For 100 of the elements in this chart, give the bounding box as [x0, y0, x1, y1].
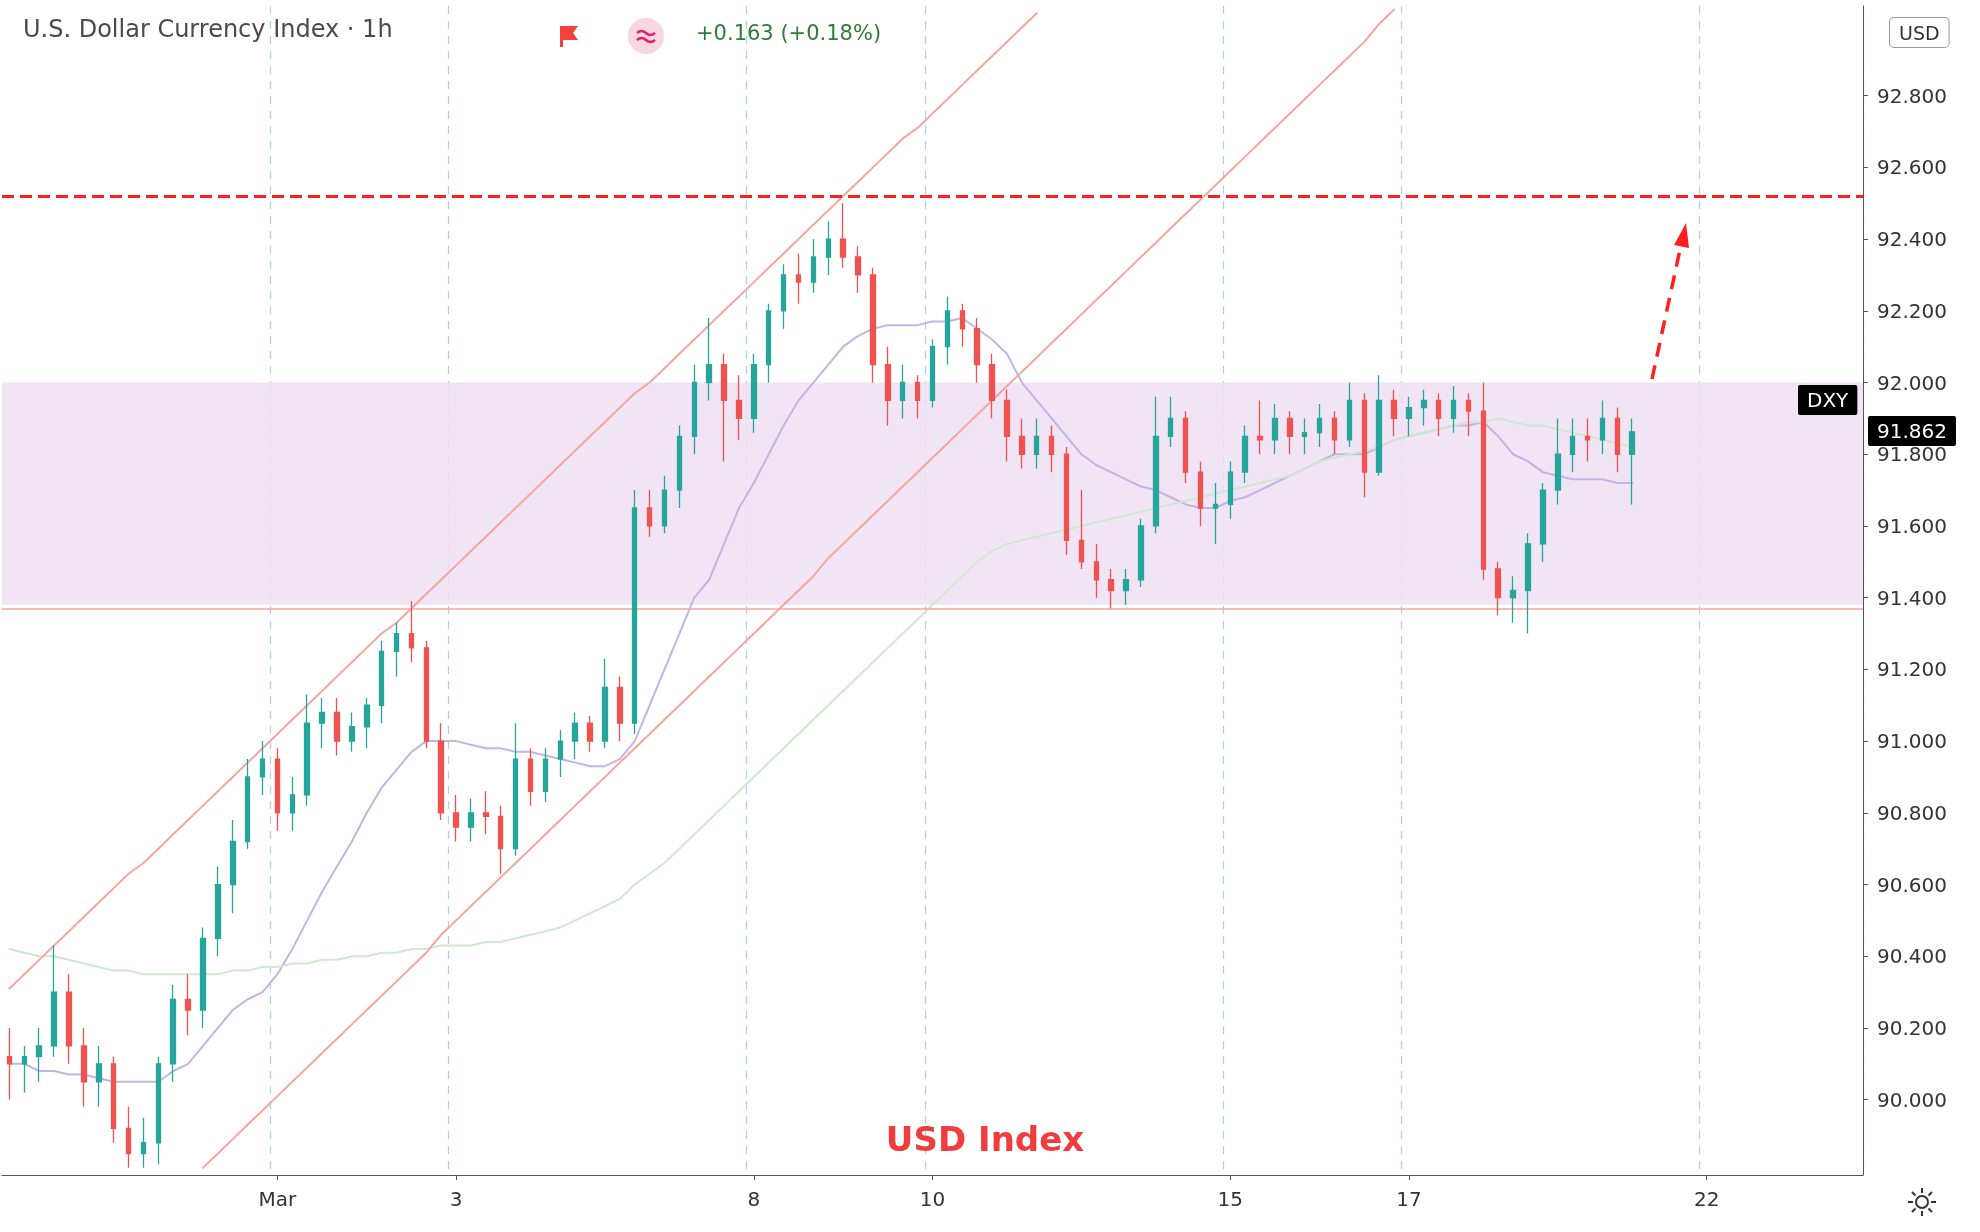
candlestick	[1003, 389, 1011, 463]
candlestick	[854, 245, 862, 294]
candlestick	[1033, 417, 1040, 470]
candlestick	[601, 657, 609, 749]
x-tick-label: 10	[919, 1187, 946, 1211]
candlestick	[1524, 532, 1532, 635]
y-tick-label: 91.000	[1877, 729, 1947, 754]
line-series	[8, 316, 1634, 1083]
candlestick	[1480, 381, 1487, 581]
y-tick-label: 90.400	[1877, 944, 1947, 969]
candlestick	[482, 790, 490, 835]
candlestick	[393, 622, 400, 678]
y-tick-label: 92.800	[1877, 83, 1947, 108]
candlestick	[661, 475, 668, 534]
candlestick	[1375, 374, 1383, 477]
candlestick	[289, 776, 296, 832]
candlestick	[1241, 424, 1249, 484]
candlestick	[318, 697, 326, 749]
candlestick	[795, 252, 802, 305]
candlestick	[303, 693, 311, 807]
x-tick-label: 22	[1693, 1187, 1720, 1211]
candlestick	[1227, 460, 1234, 520]
candlestick	[571, 711, 579, 760]
y-tick-label: 90.000	[1877, 1087, 1947, 1112]
y-tick-label: 92.000	[1877, 370, 1947, 395]
candlestick	[1599, 399, 1606, 455]
annotation: DXY	[1807, 388, 1850, 412]
candlestick	[1018, 417, 1026, 470]
y-tick-label: 90.800	[1877, 800, 1947, 825]
candlestick	[1256, 399, 1264, 455]
candlestick	[35, 1027, 43, 1083]
candlestick	[348, 711, 356, 753]
candlestick	[1361, 392, 1368, 498]
annotation: USD Index	[885, 1119, 1085, 1159]
y-tick-label: 91.400	[1877, 585, 1947, 610]
x-tick-label: 3	[449, 1187, 463, 1211]
candlestick	[363, 697, 371, 749]
candlestick	[1465, 392, 1472, 437]
candlestick	[1494, 561, 1502, 617]
candlestick	[1509, 575, 1517, 624]
candlestick	[50, 944, 58, 1058]
candlestick	[423, 640, 430, 749]
candlestick	[1316, 403, 1323, 448]
y-tick-label: 91.200	[1877, 657, 1947, 682]
candlestick	[1197, 460, 1204, 527]
text: USD	[1899, 21, 1940, 44]
chart-title: U.S. Dollar Currency Index · 1h	[23, 15, 393, 43]
candlestick	[1435, 392, 1442, 437]
candlestick	[646, 489, 653, 538]
candlestick	[973, 317, 981, 384]
candlestick	[780, 263, 787, 330]
candlestick	[1182, 410, 1189, 484]
candlestick	[408, 600, 415, 663]
candlestick	[169, 984, 177, 1083]
x-tick-label: Mar	[258, 1187, 298, 1211]
x-tick-label: 8	[747, 1187, 761, 1211]
candlestick	[557, 729, 564, 778]
candlestick	[988, 353, 996, 420]
candlestick	[1539, 482, 1547, 563]
candlestick	[1152, 396, 1160, 534]
candlestick	[21, 1045, 28, 1094]
candlestick	[1107, 568, 1115, 610]
candlestick	[214, 865, 222, 957]
candlestick	[869, 267, 877, 384]
candlestick	[1569, 417, 1576, 473]
candlestick	[229, 819, 237, 914]
candlestick	[825, 220, 832, 276]
candlestick	[6, 1027, 13, 1101]
candlestick	[810, 238, 817, 294]
candlestick	[750, 353, 758, 434]
candlestick	[527, 747, 534, 807]
text: 91.862	[1877, 419, 1947, 443]
candlestick	[944, 295, 951, 366]
candlestick	[452, 794, 460, 843]
candlestick	[1122, 568, 1130, 606]
candlestick	[274, 747, 281, 832]
candlestick	[333, 697, 341, 757]
candlestick	[1628, 417, 1636, 506]
candlestick	[929, 338, 936, 409]
candlestick	[1078, 489, 1085, 570]
candlestick	[1614, 406, 1621, 473]
candlestick	[1301, 417, 1308, 455]
candlestick	[497, 805, 504, 875]
candlestick	[1048, 424, 1055, 473]
candlestick	[1346, 381, 1353, 448]
candlestick	[1390, 389, 1398, 437]
annotation: +0.163 (+0.18%)	[696, 20, 882, 45]
candlestick	[437, 722, 445, 821]
candlestick	[1063, 446, 1070, 556]
candlestick	[586, 715, 594, 753]
candlestick	[1271, 403, 1279, 455]
y-tick-label: 90.600	[1877, 872, 1947, 897]
candlestick	[616, 675, 624, 742]
candlestick	[1450, 385, 1457, 434]
candlestick	[705, 317, 713, 402]
candlestick	[1212, 482, 1219, 545]
candlestick	[155, 1056, 162, 1165]
candlestick	[467, 797, 475, 843]
candlestick	[199, 926, 207, 1029]
candlestick	[959, 302, 966, 348]
